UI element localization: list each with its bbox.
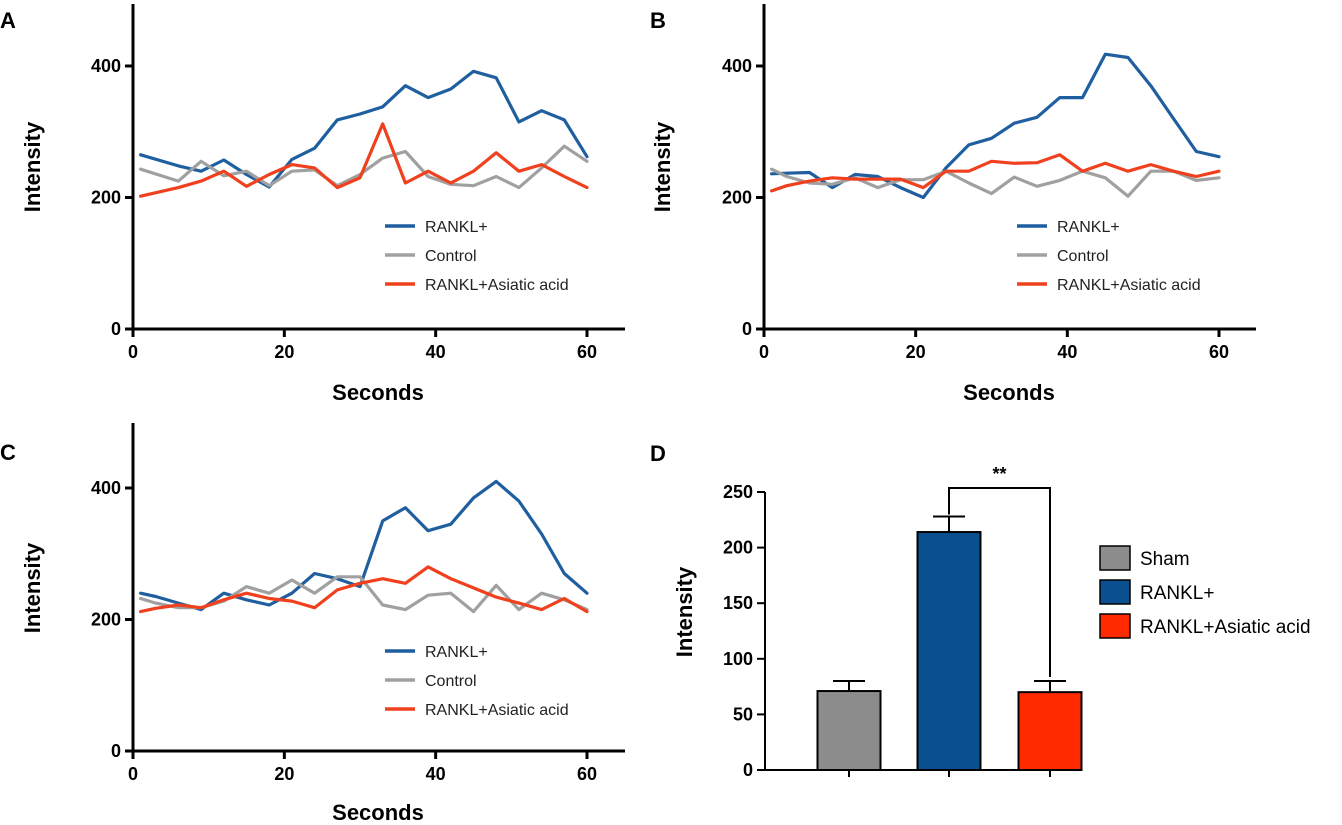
y-axis-title: Intensity: [20, 542, 45, 633]
y-axis-title: Intensity: [20, 121, 45, 212]
panel-letter: C: [0, 440, 16, 465]
bar-rankl-: [916, 531, 982, 771]
legend-swatch: [1099, 579, 1131, 605]
legend-label: RANKL+: [425, 219, 488, 236]
legend-label: Sham: [1140, 549, 1190, 570]
significance-label: **: [992, 464, 1006, 484]
y-tick-label: 0: [742, 319, 752, 339]
y-tick-label: 400: [91, 478, 121, 498]
y-tick-label: 250: [723, 482, 753, 502]
bar-sham: [816, 690, 882, 771]
y-tick-label: 150: [723, 593, 753, 613]
legend-label: RANKL+: [1140, 583, 1214, 604]
y-tick-label: 0: [743, 760, 753, 780]
series-line-rankl-asiatic-acid: [139, 565, 589, 614]
legend-label: RANKL+Asiatic acid: [1057, 277, 1201, 294]
chart-panel-c: C 0 200 400 0 20 40 60 Seconds Intensity RANKL+ Con…: [0, 423, 625, 825]
significance-bracket: [948, 487, 1051, 678]
panel-letter: D: [650, 441, 666, 466]
y-tick-label: 200: [91, 188, 121, 208]
x-tick-label: 20: [274, 342, 294, 362]
x-tick-label: 0: [128, 764, 138, 784]
y-tick-label: 400: [91, 56, 121, 76]
chart-panel-d: D 0 50 100 150 200 250 Intensity ** Sham RANKL+ RAN…: [650, 441, 1311, 780]
y-axis-title: Intensity: [650, 121, 675, 212]
legend-label: Control: [425, 248, 477, 265]
y-axis-title: Intensity: [672, 566, 697, 657]
legend-label: Control: [1057, 248, 1109, 265]
x-axis-title: Seconds: [963, 380, 1055, 405]
series-line-rankl-asiatic-acid: [769, 153, 1221, 193]
series-line-rankl-: [139, 479, 589, 612]
legend-label: RANKL+Asiatic acid: [425, 702, 569, 719]
y-tick-label: 200: [723, 538, 753, 558]
chart-panel-b: B 0 200 400 0 20 40 60 Seconds Intensity RANKL+ Con…: [650, 4, 1256, 405]
panel-letter: B: [650, 8, 666, 33]
x-axis-title: Seconds: [332, 800, 424, 825]
x-tick-label: 60: [577, 342, 597, 362]
legend: RANKL+ Control RANKL+Asiatic acid: [1017, 219, 1201, 294]
legend: RANKL+ Control RANKL+Asiatic acid: [385, 219, 569, 294]
x-tick-label: 20: [906, 342, 926, 362]
series-line-rankl-asiatic-acid: [139, 122, 589, 198]
x-tick-label: 20: [274, 764, 294, 784]
x-tick-label: 40: [1057, 342, 1077, 362]
y-tick-label: 100: [723, 649, 753, 669]
y-tick-label: 0: [111, 319, 121, 339]
legend-label: RANKL+Asiatic acid: [1140, 617, 1311, 638]
x-tick-label: 60: [1209, 342, 1229, 362]
legend-swatch: [1099, 545, 1131, 571]
panel-letter: A: [0, 8, 16, 33]
legend: RANKL+ Control RANKL+Asiatic acid: [385, 644, 569, 719]
x-tick-label: 0: [759, 342, 769, 362]
bar-rankl-asiatic-acid: [1017, 691, 1083, 771]
chart-panel-a: A 0 200 400 0 20 40 60 Seconds Intensity RANKL+ Con…: [0, 4, 625, 405]
legend-label: Control: [425, 673, 477, 690]
y-tick-label: 50: [733, 704, 753, 724]
x-tick-label: 40: [426, 764, 446, 784]
legend-label: RANKL+Asiatic acid: [425, 277, 569, 294]
x-axis-title: Seconds: [332, 380, 424, 405]
legend-swatch: [1099, 613, 1131, 639]
series-line-control: [769, 167, 1221, 198]
y-tick-label: 200: [91, 610, 121, 630]
series-line-rankl-: [769, 52, 1221, 200]
legend: Sham RANKL+ RANKL+Asiatic acid: [1099, 545, 1311, 639]
y-tick-label: 400: [722, 56, 752, 76]
x-tick-label: 60: [577, 764, 597, 784]
series-line-rankl-: [139, 69, 589, 189]
legend-label: RANKL+: [425, 644, 488, 661]
legend-label: RANKL+: [1057, 219, 1120, 236]
x-tick-label: 0: [128, 342, 138, 362]
y-tick-label: 0: [111, 741, 121, 761]
x-tick-label: 40: [426, 342, 446, 362]
y-tick-label: 200: [722, 188, 752, 208]
